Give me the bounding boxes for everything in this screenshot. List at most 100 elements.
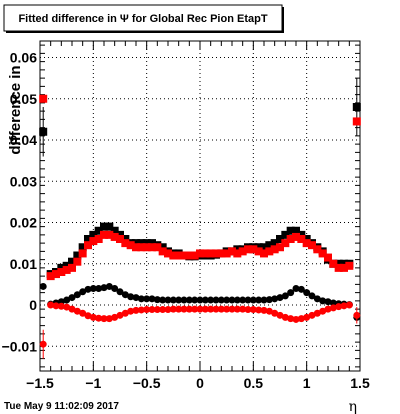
timestamp-footer: Tue May 9 11:02:09 2017	[4, 401, 119, 412]
data-point-square	[222, 249, 231, 258]
data-point-square	[324, 253, 332, 262]
data-point-circle	[308, 292, 316, 300]
data-point-square	[244, 245, 252, 254]
title-shadow-bottom	[6, 31, 284, 33]
x-tick-label: −1	[85, 375, 101, 391]
data-point-circle	[297, 285, 305, 293]
data-point-square	[302, 235, 311, 243]
data-point-square	[116, 235, 124, 243]
data-point-square	[137, 239, 146, 248]
data-point-square	[100, 222, 108, 231]
data-point-square	[78, 243, 87, 252]
data-point-circle	[153, 306, 161, 314]
data-point-square	[105, 222, 114, 231]
data-point-square	[345, 261, 354, 270]
data-point-circle	[121, 291, 129, 299]
grid-layer	[40, 41, 360, 371]
data-point-circle	[100, 315, 108, 323]
data-point-circle	[47, 301, 55, 309]
data-point-circle	[95, 285, 103, 292]
data-point-circle	[239, 305, 247, 313]
data-point-square	[78, 249, 87, 258]
data-point-circle	[63, 303, 71, 311]
data-point-circle	[159, 296, 167, 304]
y-tick-label: 0.03	[10, 173, 37, 189]
data-point-circle	[281, 313, 289, 321]
data-point-square	[148, 243, 156, 252]
labels-layer: −1.5 −1 −0.5 0 0.5 1 1.5 −0.01 0 0.01 0.02 0.03 0.04…	[2, 50, 370, 392]
x-tick-label: 0.5	[244, 375, 264, 391]
data-point-square	[260, 249, 268, 258]
data-point-circle	[105, 315, 113, 323]
data-point-square	[313, 245, 322, 254]
data-point-square	[254, 247, 263, 256]
data-point-square	[190, 251, 199, 260]
data-point-circle	[79, 309, 87, 317]
data-point-square	[196, 249, 204, 258]
data-point-square	[169, 251, 178, 260]
data-point-circle	[207, 296, 215, 304]
data-point-square	[100, 230, 108, 239]
data-point-circle	[340, 302, 348, 310]
data-point-circle	[244, 306, 252, 314]
data-point-square	[73, 257, 82, 266]
x-tick-label: −1.5	[26, 375, 54, 391]
data-point-square	[39, 94, 48, 103]
data-point-circle	[116, 288, 124, 296]
data-point-square	[62, 265, 71, 274]
data-point-square	[265, 241, 274, 250]
data-point-square	[281, 239, 290, 248]
data-point-square	[206, 249, 215, 258]
data-point-square	[238, 247, 247, 256]
data-point-circle	[73, 291, 81, 299]
data-point-square	[110, 226, 119, 235]
data-point-square	[110, 232, 119, 241]
data-point-square	[94, 235, 103, 243]
data-point-circle	[244, 296, 252, 304]
data-point-circle	[111, 313, 119, 321]
data-point-circle	[143, 295, 151, 303]
data-point-square	[121, 239, 130, 248]
y-tick-label: 0.02	[10, 215, 37, 231]
data-point-circle	[335, 303, 343, 311]
data-point-circle	[201, 305, 209, 313]
data-point-square	[84, 235, 92, 243]
data-point-circle	[260, 296, 268, 304]
x-axis-title: η	[349, 399, 357, 414]
data-point-square	[158, 247, 167, 256]
data-point-square	[126, 241, 135, 250]
data-point-circle	[84, 285, 92, 293]
data-point-circle	[148, 306, 156, 314]
data-point-circle	[319, 307, 327, 315]
data-point-square	[352, 103, 361, 111]
data-point-circle	[255, 306, 263, 314]
data-point-square	[164, 249, 172, 258]
data-point-square	[46, 272, 55, 281]
data-point-square	[137, 243, 146, 252]
data-point-square	[62, 261, 71, 270]
data-point-circle	[324, 298, 332, 306]
data-point-square	[89, 237, 98, 246]
data-point-circle	[228, 296, 236, 304]
data-point-square	[39, 127, 48, 136]
data-point-circle	[292, 285, 300, 292]
data-point-circle	[223, 296, 231, 304]
data-point-circle	[233, 305, 241, 313]
data-point-circle	[233, 296, 241, 304]
data-point-square	[94, 226, 103, 235]
data-point-circle	[84, 312, 92, 320]
data-point-square	[52, 270, 60, 279]
data-point-circle	[249, 296, 257, 304]
data-point-circle	[68, 305, 76, 313]
data-point-circle	[276, 311, 284, 319]
data-point-circle	[313, 309, 321, 317]
data-point-square	[142, 239, 151, 248]
data-point-circle	[153, 296, 161, 304]
data-point-circle	[191, 296, 199, 304]
data-point-circle	[329, 304, 337, 312]
data-point-square	[212, 249, 220, 258]
data-point-square	[89, 230, 98, 239]
data-point-circle	[132, 306, 140, 314]
